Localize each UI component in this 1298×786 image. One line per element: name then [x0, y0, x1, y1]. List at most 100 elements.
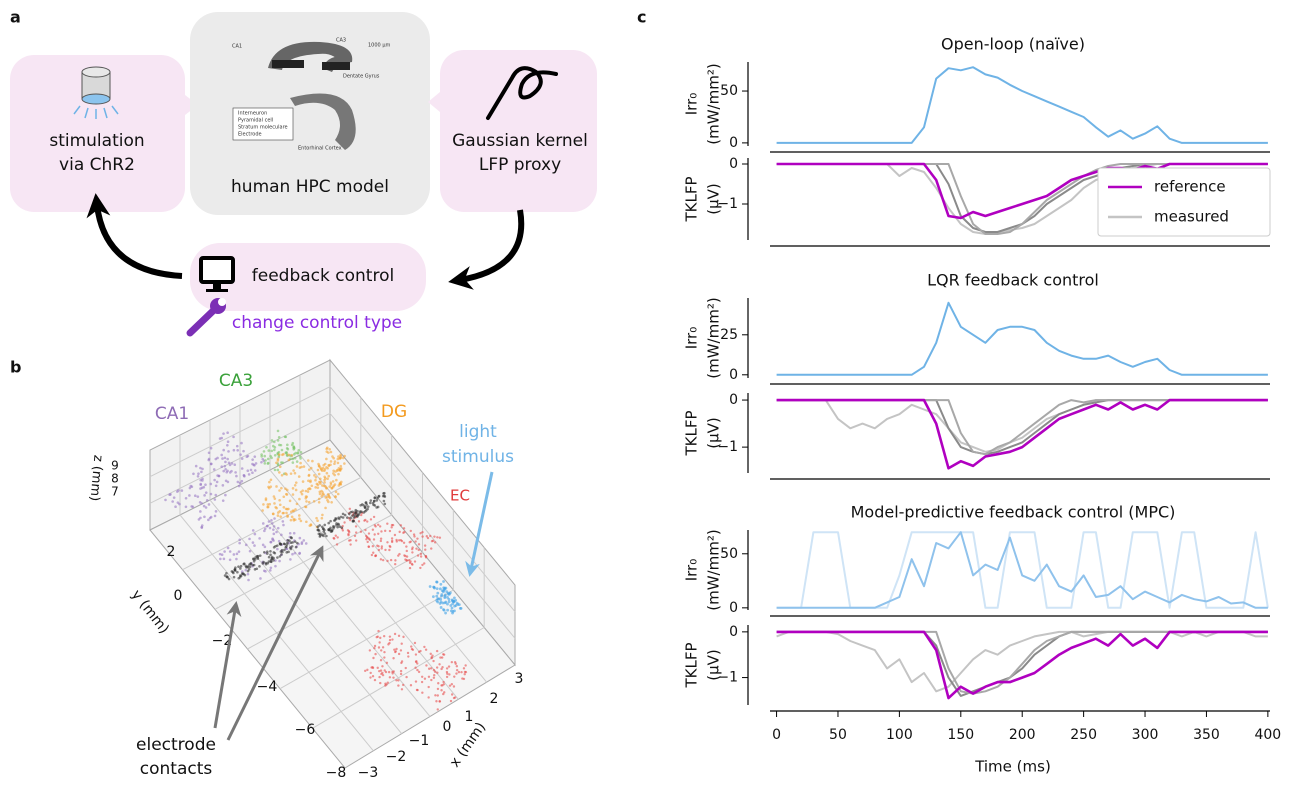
neuron-dot — [439, 583, 442, 586]
neuron-dot — [264, 546, 267, 549]
neuron-dot — [395, 648, 397, 650]
neuron-dot — [448, 598, 451, 601]
neuron-dot — [241, 467, 244, 470]
neuron-dot — [333, 462, 336, 465]
neuron-dot — [374, 653, 376, 655]
neuron-dot — [254, 533, 257, 536]
neuron-dot — [279, 515, 282, 518]
neuron-dot — [435, 700, 437, 702]
neuron-dot — [314, 486, 317, 489]
neuron-dot — [291, 545, 294, 548]
neuron-dot — [340, 481, 343, 484]
neuron-dot — [456, 665, 458, 667]
neuron-dot — [438, 663, 440, 665]
neuron-dot — [322, 535, 325, 538]
neuron-dot — [446, 603, 449, 606]
neuron-dot — [418, 549, 420, 551]
neuron-dot — [286, 542, 289, 545]
neuron-dot — [439, 598, 442, 601]
neuron-dot — [242, 450, 245, 453]
chart-panel: Open-loop (naïve)Irr₀(mW/mm²)050TKLFP(μV… — [683, 35, 1282, 776]
neuron-dot — [423, 646, 425, 648]
inset-label: Dentate Gyrus — [343, 74, 380, 80]
neuron-dot — [246, 566, 249, 569]
neuron-dot — [456, 602, 459, 605]
neuron-dot — [216, 474, 219, 477]
tick-label: −1 — [409, 733, 430, 749]
neuron-dot — [269, 554, 272, 557]
y-tick-label: 0 — [729, 392, 738, 408]
neuron-dot — [224, 457, 227, 460]
neuron-dot — [366, 669, 368, 671]
neuron-dot — [313, 474, 316, 477]
neuron-dot — [432, 595, 435, 598]
neuron-dot — [269, 527, 272, 530]
neuron-dot — [448, 665, 450, 667]
node-label: via ChR2 — [59, 155, 135, 175]
neuron-dot — [389, 635, 391, 637]
neuron-dot — [242, 573, 245, 576]
y-tick-label: 0 — [729, 156, 738, 172]
neuron-dot — [279, 503, 282, 506]
neuron-dot — [394, 534, 396, 536]
neuron-dot — [294, 552, 297, 555]
neuron-dot — [370, 518, 372, 520]
neuron-dot — [332, 525, 335, 528]
neuron-dot — [227, 450, 230, 453]
data-line — [777, 532, 1268, 608]
neuron-dot — [285, 551, 288, 554]
neuron-dot — [203, 505, 206, 508]
neuron-dot — [203, 516, 206, 519]
neuron-dot — [270, 560, 273, 563]
inset-label: Electrode — [238, 132, 262, 138]
data-line — [777, 400, 1268, 452]
neuron-dot — [229, 471, 232, 474]
neuron-dot — [238, 550, 241, 553]
neuron-dot — [262, 544, 265, 547]
neuron-dot — [381, 672, 383, 674]
neuron-dot — [237, 481, 240, 484]
neuron-dot — [278, 510, 281, 513]
region-label: DG — [381, 402, 407, 422]
neuron-dot — [374, 524, 376, 526]
neuron-dot — [407, 652, 409, 654]
neuron-dot — [347, 534, 349, 536]
y-tick-label: −1 — [717, 670, 738, 686]
neuron-dot — [458, 671, 460, 673]
neuron-dot — [464, 673, 466, 675]
neuron-dot — [441, 666, 443, 668]
neuron-dot — [327, 494, 330, 497]
neuron-dot — [287, 454, 290, 457]
neuron-dot — [251, 463, 254, 466]
neuron-dot — [238, 485, 241, 488]
neuron-dot — [250, 562, 253, 565]
neuron-dot — [380, 558, 382, 560]
neuron-dot — [382, 674, 384, 676]
neuron-dot — [398, 653, 400, 655]
neuron-dot — [209, 483, 212, 486]
neuron-dot — [282, 495, 285, 498]
neuron-dot — [366, 537, 368, 539]
neuron-dot — [410, 540, 412, 542]
neuron-dot — [374, 504, 377, 507]
neuron-dot — [226, 470, 229, 473]
neuron-dot — [280, 543, 283, 546]
neuron-dot — [421, 691, 423, 693]
neuron-dot — [293, 446, 296, 449]
tick-label: 9 — [111, 459, 119, 473]
neuron-dot — [281, 449, 284, 452]
neuron-dot — [388, 671, 390, 673]
neuron-dot — [440, 684, 442, 686]
neuron-dot — [271, 439, 274, 442]
neuron-dot — [208, 503, 211, 506]
neuron-dot — [219, 437, 222, 440]
neuron-dot — [290, 454, 293, 457]
neuron-dot — [272, 512, 275, 515]
neuron-dot — [277, 458, 280, 461]
neuron-dot — [274, 454, 277, 457]
neuron-dot — [220, 465, 223, 468]
neuron-dot — [214, 498, 217, 501]
neuron-dot — [369, 502, 372, 505]
neuron-dot — [229, 550, 232, 553]
